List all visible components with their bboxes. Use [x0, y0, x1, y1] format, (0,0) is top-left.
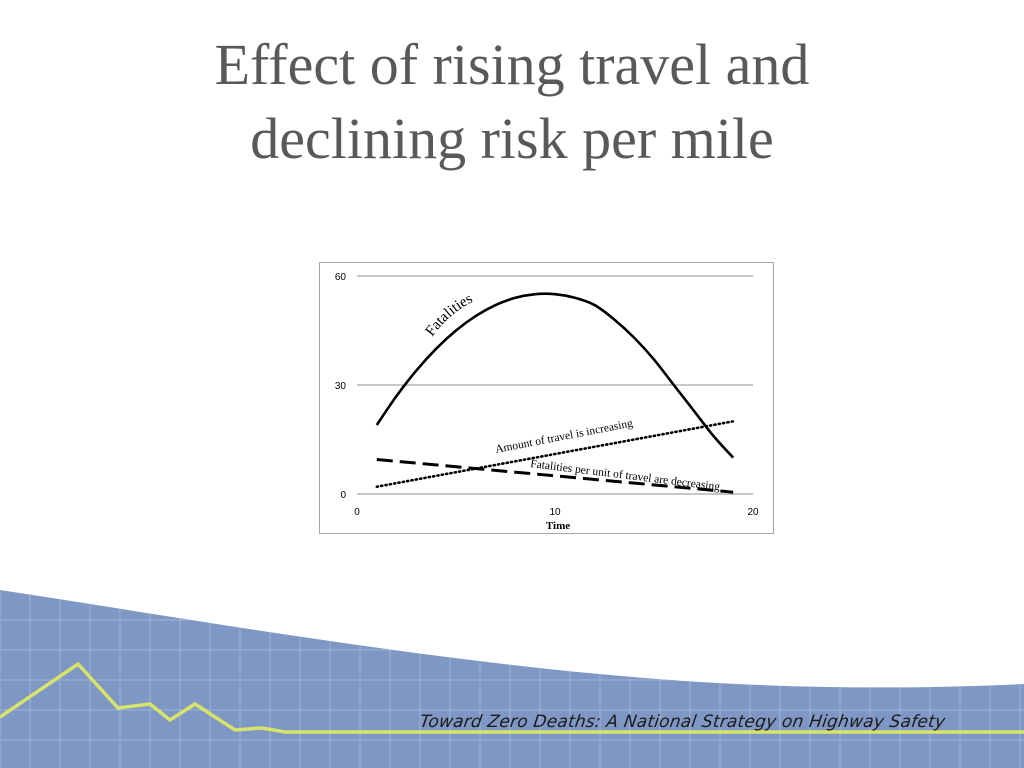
series-label-fatalities: Fatalities — [423, 291, 476, 340]
footer-text: Toward Zero Deaths: A National Strategy … — [418, 712, 947, 732]
x-tick-label: 20 — [747, 507, 759, 518]
chart-series — [375, 292, 735, 494]
footer-band — [0, 590, 1024, 768]
slide-title-line-2: declining risk per mile — [250, 106, 774, 171]
y-tick-label: 60 — [335, 272, 347, 283]
series-line-rate — [376, 457, 734, 494]
chart-labels: Fatalities Amount of travel is increasin… — [423, 291, 721, 532]
chart-frame: 0 30 60 0 10 20 Fatalities Amount of travel i… — [319, 262, 774, 534]
series-label-travel: Amount of travel is increasing — [494, 417, 634, 456]
series-line-travel — [375, 420, 735, 489]
y-tick-label: 0 — [340, 490, 346, 501]
x-tick-label: 10 — [549, 507, 561, 518]
slide-title: Effect of rising travel and declining ri… — [0, 28, 1024, 176]
line-chart: 0 30 60 0 10 20 Fatalities Amount of travel i… — [335, 272, 759, 532]
y-tick-label: 30 — [335, 381, 347, 392]
footer-trend-line — [0, 661, 1024, 734]
x-axis-label: Time — [546, 520, 570, 532]
x-tick-label: 0 — [354, 507, 360, 518]
series-label-rate: Fatalities per unit of travel are decrea… — [530, 458, 721, 493]
footer-graphic — [0, 590, 1024, 768]
chart-gridlines — [357, 275, 753, 386]
series-line-fatalities — [375, 292, 735, 459]
chart-axes: 0 30 60 0 10 20 — [335, 272, 759, 518]
slide-title-line-1: Effect of rising travel and — [214, 32, 810, 97]
